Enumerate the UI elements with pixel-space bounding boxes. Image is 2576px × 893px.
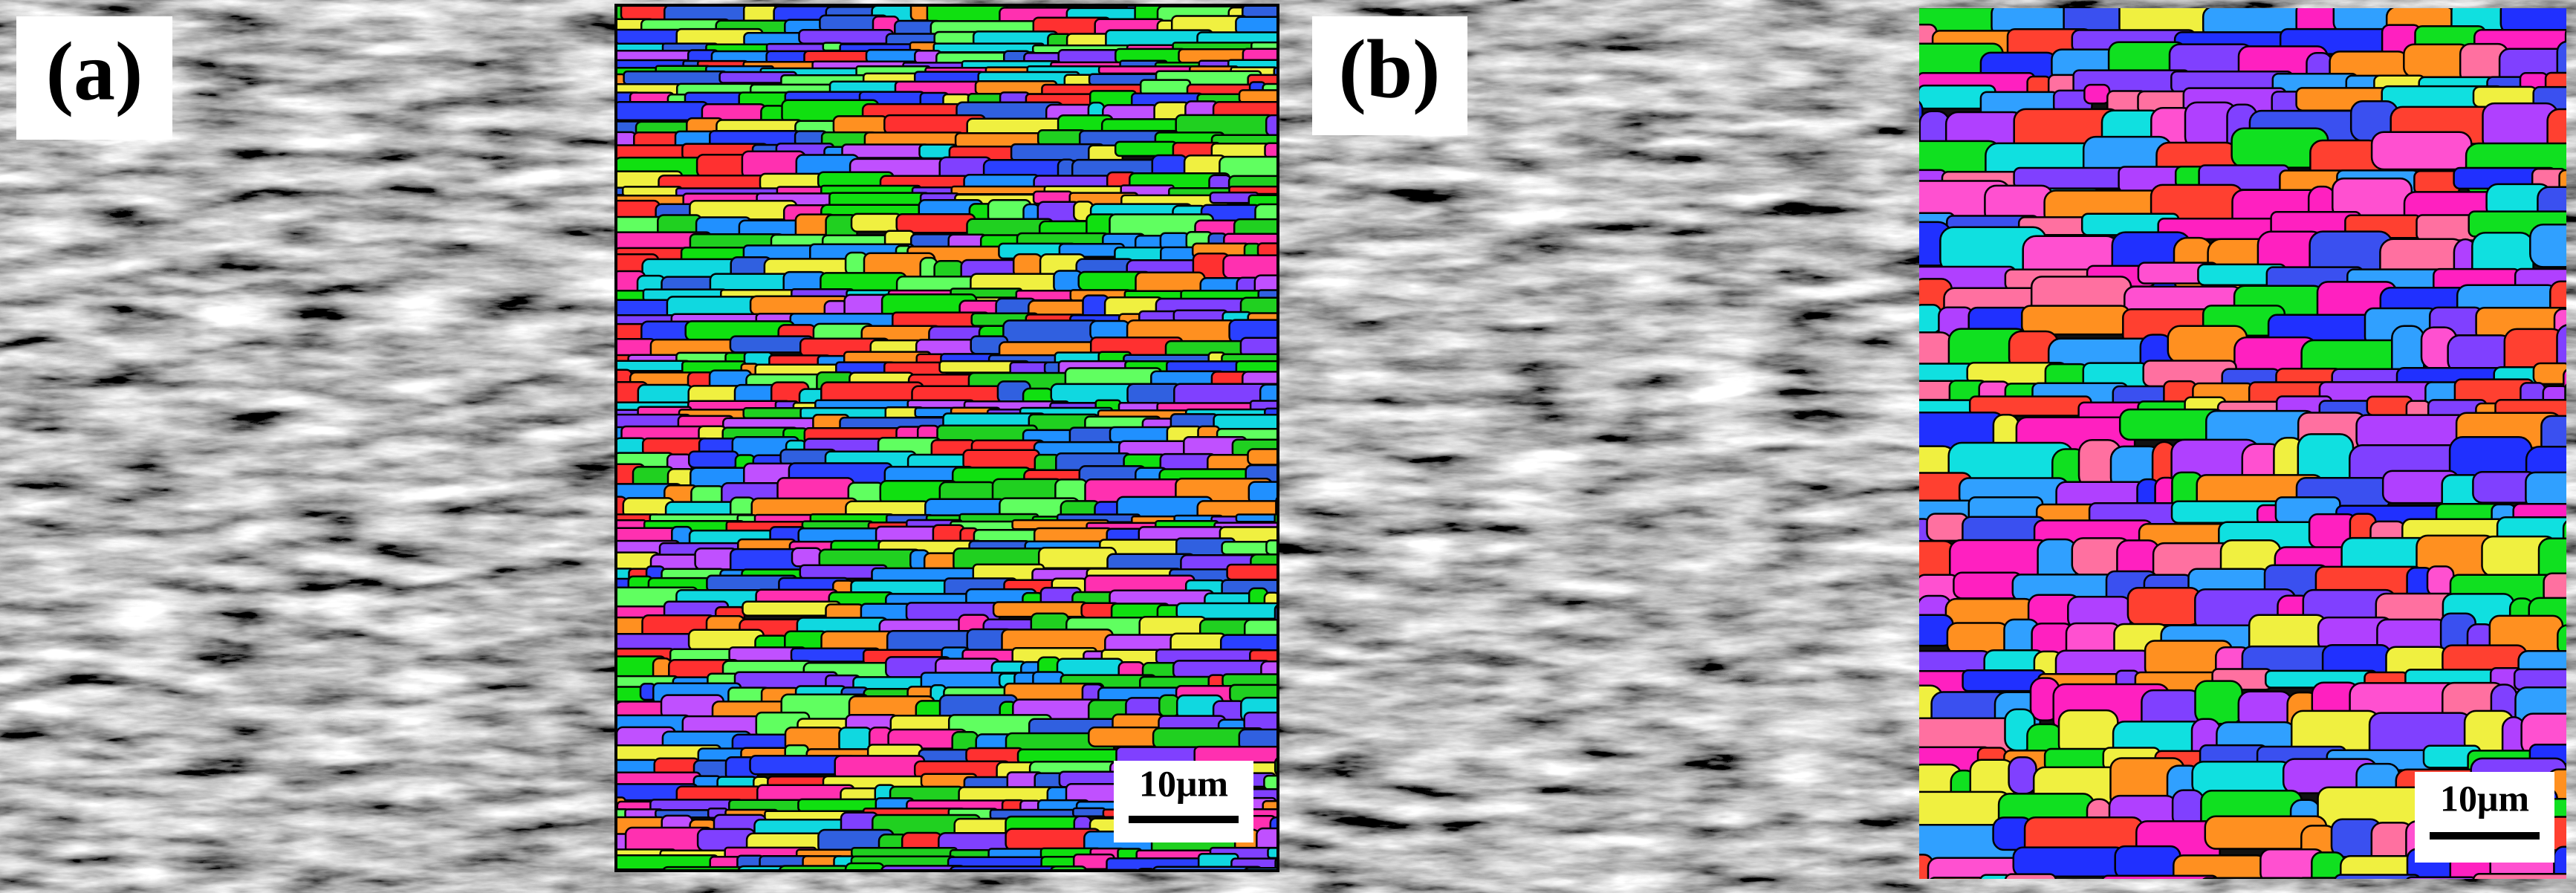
grain: [1979, 874, 2013, 879]
grain: [1072, 807, 1106, 817]
grain: [1265, 114, 1278, 137]
grain: [1249, 649, 1278, 664]
grain: [2540, 415, 2566, 456]
grain: [2012, 846, 2126, 878]
grain: [850, 212, 903, 233]
grain: [2004, 873, 2057, 879]
grain: [2499, 8, 2566, 35]
grain: [2311, 851, 2346, 879]
grain: [2020, 305, 2131, 336]
grain: [2101, 874, 2219, 879]
scale-bar-label: 10μm: [2440, 777, 2529, 819]
grain: [2557, 624, 2566, 657]
grain: [2413, 170, 2461, 195]
grain: [2126, 587, 2202, 626]
grain: [1114, 140, 1178, 158]
ebsd-map-a: [591, 0, 1278, 871]
grain: [1248, 481, 1278, 505]
grain: [1088, 726, 1164, 747]
grain: [844, 862, 886, 871]
grain: [2008, 756, 2037, 795]
scale-box-a: [1114, 761, 1253, 842]
grain: [2083, 83, 2111, 105]
grain: [1919, 304, 1942, 334]
grain: [1897, 880, 1937, 893]
scale-bar: [2430, 832, 2540, 840]
panel-label: (b): [1339, 24, 1441, 116]
scale-bar: [1129, 816, 1239, 823]
grain: [2298, 877, 2344, 879]
grain: [1930, 877, 1992, 879]
grain: [623, 70, 728, 85]
grain: [2553, 845, 2566, 879]
grain: [1235, 513, 1278, 523]
grain: [2194, 680, 2243, 725]
grain: [2366, 395, 2413, 416]
grain: [1256, 242, 1278, 259]
grain: [1247, 448, 1278, 466]
grain: [2047, 881, 2112, 893]
grain: [2334, 874, 2421, 879]
grain: [2202, 877, 2305, 879]
grain: [2543, 572, 2566, 605]
grain: [949, 865, 1061, 871]
grain: [1263, 774, 1278, 790]
grain: [2529, 223, 2566, 268]
grain: [1919, 614, 1954, 647]
grain: [1239, 337, 1278, 358]
grain: [616, 868, 669, 871]
grain: [1158, 694, 1181, 718]
ebsd-frame-a: [614, 4, 1279, 872]
ebsd-map-b: [1897, 8, 2566, 893]
grain: [687, 450, 739, 469]
grain: [1235, 16, 1278, 36]
grain: [2532, 362, 2566, 386]
scale-bar-label: 10μm: [1139, 762, 1228, 804]
grain: [962, 449, 1040, 470]
grain: [1264, 142, 1278, 159]
grain: [1080, 868, 1141, 871]
grain: [1265, 539, 1278, 556]
grain: [822, 42, 843, 52]
grain: [1267, 847, 1278, 860]
grain: [2525, 471, 2566, 510]
grain: [1226, 563, 1278, 581]
grain: [1243, 711, 1278, 733]
grain: [2406, 876, 2476, 879]
sem-image-a: [13, 8, 613, 871]
grain: [2564, 383, 2566, 406]
grain: [2472, 873, 2566, 879]
grain: [798, 28, 895, 45]
grain: [2332, 8, 2392, 33]
grain: [1946, 622, 2010, 655]
grain: [2564, 29, 2566, 59]
label-box-a: [16, 16, 172, 140]
panel-label: (a): [46, 26, 143, 118]
grain: [2173, 854, 2268, 879]
scale-box-b: [2415, 772, 2554, 863]
grain: [791, 547, 823, 568]
label-box-b: [1312, 16, 1467, 135]
grain: [1037, 547, 1117, 569]
grain: [591, 0, 698, 4]
grain: [621, 186, 683, 197]
sem-image-b: [1309, 8, 1914, 879]
grain: [2370, 131, 2473, 171]
grain: [2114, 845, 2181, 879]
